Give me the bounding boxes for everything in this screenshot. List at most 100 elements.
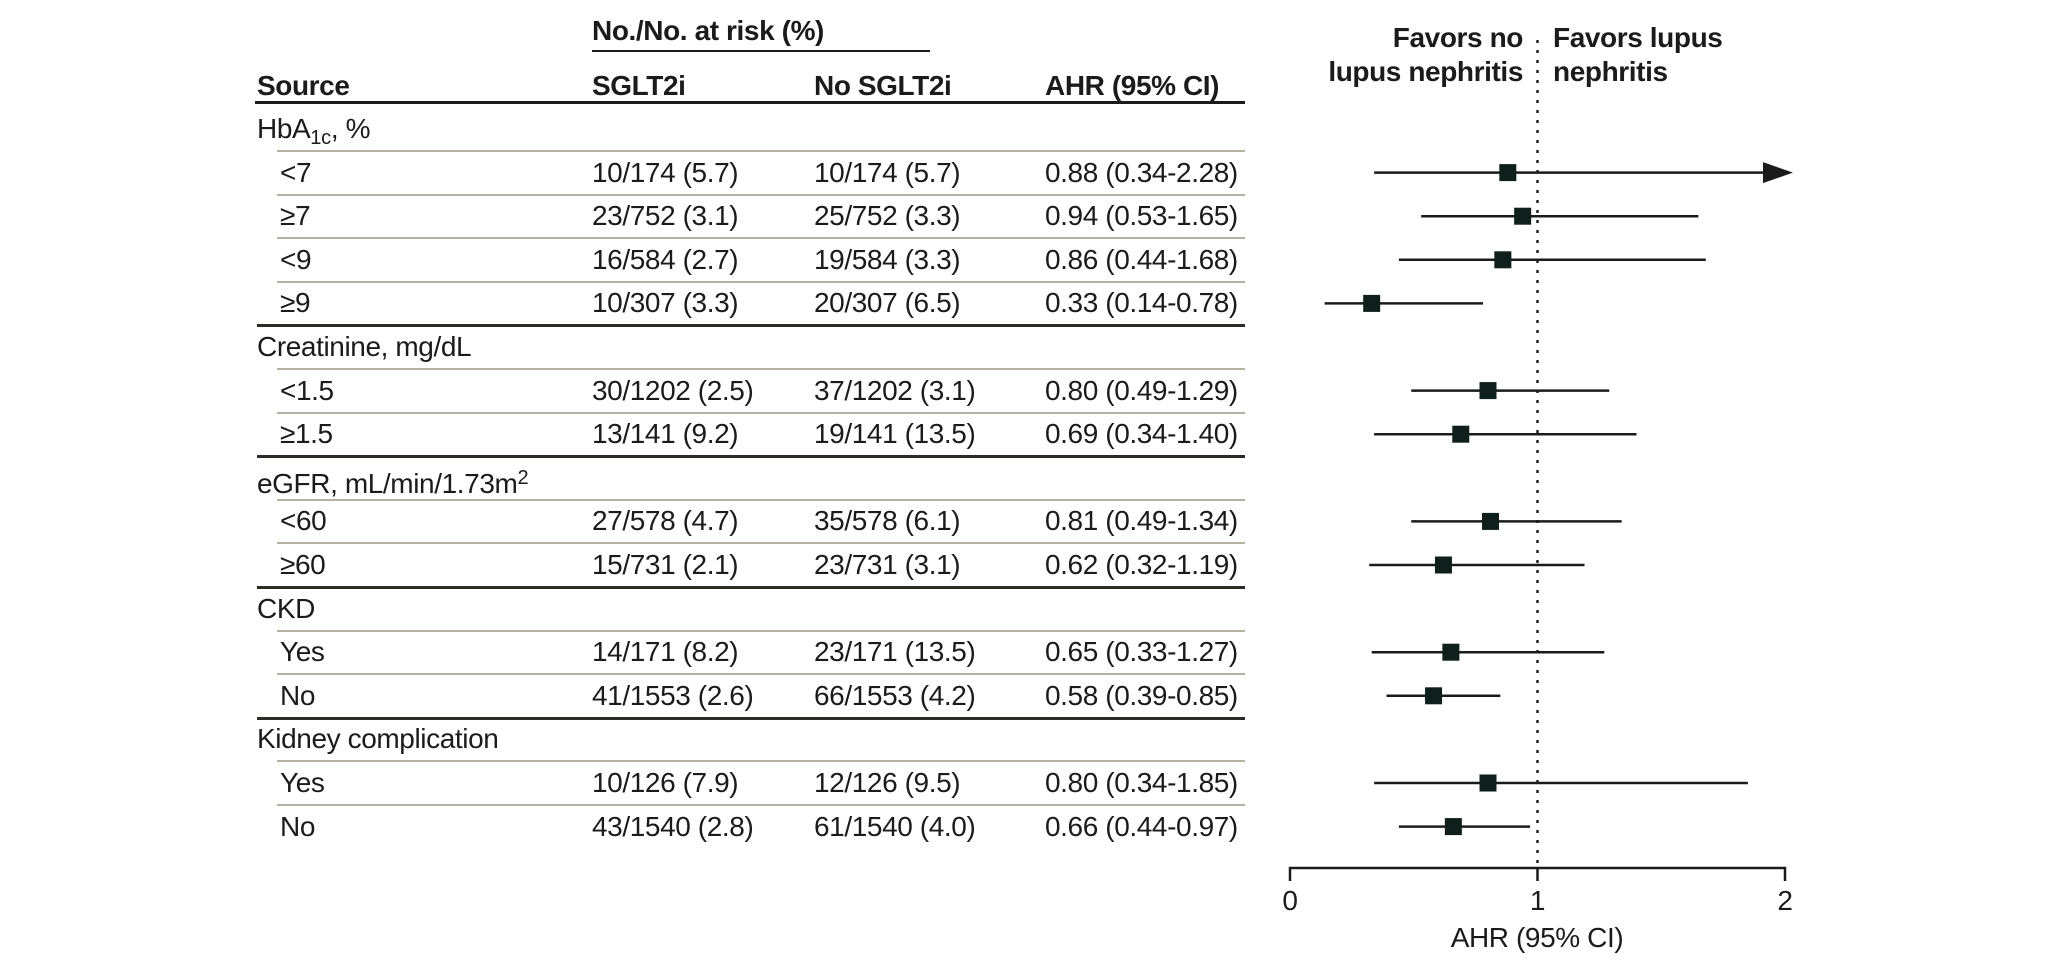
row-no-sglt2i-cell: 35/578 (6.1) — [814, 505, 961, 536]
column-group-underline — [592, 50, 930, 52]
favors-left-label: Favors no lupus nephritis — [1103, 21, 1523, 89]
section-label-part: Creatinine, mg/dL — [257, 331, 472, 362]
section-label: eGFR, mL/min/1.73m2 — [257, 461, 529, 501]
row-no-sglt2i-cell: 19/584 (3.3) — [814, 244, 961, 275]
point-estimate-marker — [1363, 294, 1381, 312]
row-ahr-cell: 0.80 (0.34-1.85) — [1045, 767, 1238, 798]
table-header-rule — [255, 101, 1245, 104]
point-estimate-marker — [1494, 251, 1512, 269]
row-divider-rule — [277, 150, 1245, 152]
row-divider-rule — [277, 281, 1245, 283]
section-label-part: 2 — [517, 467, 529, 489]
point-estimate-marker — [1514, 207, 1532, 225]
section-label-part: CKD — [257, 593, 315, 624]
favors-right-line: Favors lupus — [1553, 22, 1723, 53]
column-header-source: Source — [257, 70, 350, 101]
section-label-part: eGFR, mL/min/1.73m — [257, 468, 518, 499]
row-ahr-cell: 0.69 (0.34-1.40) — [1045, 418, 1238, 449]
row-divider-rule — [277, 368, 1245, 370]
row-no-sglt2i-cell: 10/174 (5.7) — [814, 157, 961, 188]
point-estimate-marker — [1479, 774, 1497, 792]
row-divider-rule — [277, 804, 1245, 806]
row-ahr-cell: 0.66 (0.44-0.97) — [1045, 811, 1238, 842]
row-source-cell: <1.5 — [280, 375, 334, 406]
row-source-cell: No — [280, 811, 315, 842]
favors-right-label: Favors lupus nephritis — [1553, 21, 1973, 89]
row-no-sglt2i-cell: 19/141 (13.5) — [814, 418, 976, 449]
row-sglt2i-cell: 23/752 (3.1) — [592, 200, 739, 231]
row-sglt2i-cell: 41/1553 (2.6) — [592, 680, 754, 711]
row-ahr-cell: 0.58 (0.39-0.85) — [1045, 680, 1238, 711]
row-divider-rule — [277, 760, 1245, 762]
x-tick-label: 2 — [1777, 885, 1793, 916]
row-ahr-cell: 0.86 (0.44-1.68) — [1045, 244, 1238, 275]
row-no-sglt2i-cell: 12/126 (9.5) — [814, 767, 961, 798]
section-label-part: 1c — [310, 127, 331, 149]
favors-right-line: nephritis — [1553, 56, 1668, 87]
point-estimate-marker — [1425, 687, 1443, 705]
row-sglt2i-cell: 14/171 (8.2) — [592, 636, 739, 667]
row-source-cell: ≥7 — [280, 200, 311, 231]
row-sglt2i-cell: 13/141 (9.2) — [592, 418, 739, 449]
row-no-sglt2i-cell: 61/1540 (4.0) — [814, 811, 976, 842]
column-header-no-sglt2i: No SGLT2i — [814, 70, 952, 101]
point-estimate-marker — [1479, 382, 1497, 400]
row-source-cell: ≥60 — [280, 549, 326, 580]
row-no-sglt2i-cell: 20/307 (6.5) — [814, 287, 961, 318]
row-source-cell: No — [280, 680, 315, 711]
section-label: HbA1c, % — [257, 112, 370, 155]
row-ahr-cell: 0.65 (0.33-1.27) — [1045, 636, 1238, 667]
section-divider-rule — [257, 586, 1245, 589]
row-source-cell: <7 — [280, 157, 312, 188]
row-no-sglt2i-cell: 23/171 (13.5) — [814, 636, 976, 667]
x-axis-label: AHR (95% CI) — [1450, 922, 1624, 953]
column-group-header: No./No. at risk (%) — [592, 15, 824, 46]
row-source-cell: <60 — [280, 505, 327, 536]
row-sglt2i-cell: 10/126 (7.9) — [592, 767, 739, 798]
row-ahr-cell: 0.62 (0.32-1.19) — [1045, 549, 1238, 580]
section-label-part: , % — [330, 113, 371, 144]
x-tick-label: 0 — [1282, 885, 1298, 916]
row-divider-rule — [277, 542, 1245, 544]
row-sglt2i-cell: 30/1202 (2.5) — [592, 375, 754, 406]
row-sglt2i-cell: 16/584 (2.7) — [592, 244, 739, 275]
point-estimate-marker — [1499, 164, 1517, 182]
row-source-cell: Yes — [280, 636, 325, 667]
row-source-cell: ≥9 — [280, 287, 311, 318]
ci-clip-arrow — [1763, 162, 1793, 184]
row-no-sglt2i-cell: 23/731 (3.1) — [814, 549, 961, 580]
column-header-sglt2i: SGLT2i — [592, 70, 686, 101]
x-tick-label: 1 — [1529, 885, 1546, 916]
point-estimate-marker — [1434, 556, 1452, 574]
row-divider-rule — [277, 630, 1245, 632]
favors-left-line: lupus nephritis — [1328, 56, 1523, 87]
row-sglt2i-cell: 43/1540 (2.8) — [592, 811, 754, 842]
section-label: Creatinine, mg/dL — [257, 330, 472, 364]
row-no-sglt2i-cell: 25/752 (3.3) — [814, 200, 961, 231]
row-source-cell: <9 — [280, 244, 312, 275]
row-ahr-cell: 0.81 (0.49-1.34) — [1045, 505, 1238, 536]
section-label-part: HbA — [257, 113, 311, 144]
row-divider-rule — [277, 673, 1245, 675]
row-ahr-cell: 0.88 (0.34-2.28) — [1045, 157, 1238, 188]
row-ahr-cell: 0.33 (0.14-0.78) — [1045, 287, 1238, 318]
row-divider-rule — [277, 237, 1245, 239]
row-sglt2i-cell: 15/731 (2.1) — [592, 549, 739, 580]
row-sglt2i-cell: 10/174 (5.7) — [592, 157, 739, 188]
row-ahr-cell: 0.94 (0.53-1.65) — [1045, 200, 1238, 231]
point-estimate-marker — [1442, 643, 1460, 661]
section-divider-rule — [257, 455, 1245, 458]
favors-left-line: Favors no — [1392, 22, 1524, 53]
row-sglt2i-cell: 27/578 (4.7) — [592, 505, 739, 536]
row-ahr-cell: 0.80 (0.49-1.29) — [1045, 375, 1238, 406]
section-divider-rule — [257, 717, 1245, 720]
row-divider-rule — [277, 194, 1245, 196]
row-sglt2i-cell: 10/307 (3.3) — [592, 287, 739, 318]
section-label-part: Kidney complication — [257, 723, 499, 754]
section-label: Kidney complication — [257, 722, 499, 756]
row-no-sglt2i-cell: 66/1553 (4.2) — [814, 680, 976, 711]
row-divider-rule — [277, 412, 1245, 414]
point-estimate-marker — [1452, 425, 1470, 443]
